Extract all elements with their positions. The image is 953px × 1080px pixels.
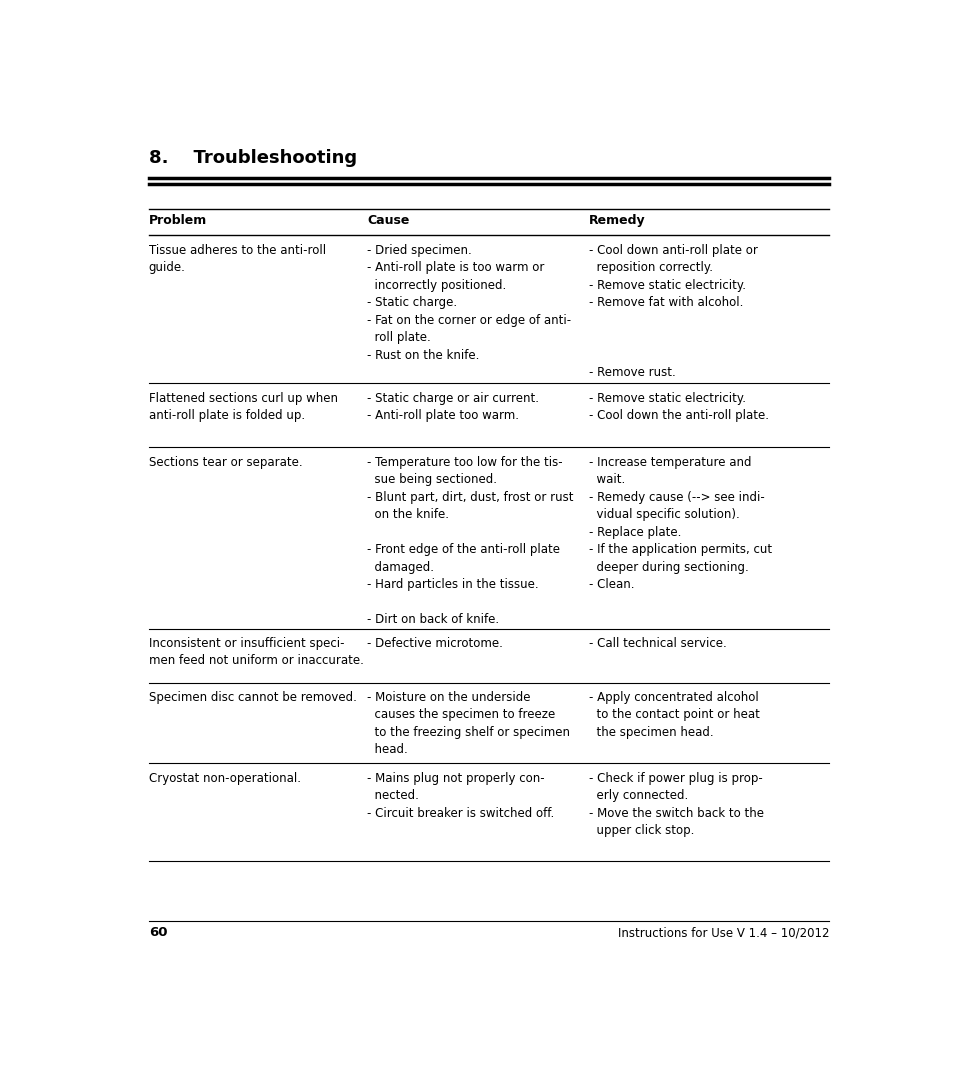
Text: - Increase temperature and
  wait.
- Remedy cause (--> see indi-
  vidual specif: - Increase temperature and wait. - Remed…: [588, 456, 771, 591]
Text: - Defective microtome.: - Defective microtome.: [367, 637, 502, 650]
Text: Cause: Cause: [367, 214, 409, 227]
Text: - Remove static electricity.
- Cool down the anti-roll plate.: - Remove static electricity. - Cool down…: [588, 392, 768, 422]
Text: 8.    Troubleshooting: 8. Troubleshooting: [149, 149, 356, 167]
Text: Flattened sections curl up when
anti-roll plate is folded up.: Flattened sections curl up when anti-rol…: [149, 392, 337, 422]
Text: - Dried specimen.
- Anti-roll plate is too warm or
  incorrectly positioned.
- S: - Dried specimen. - Anti-roll plate is t…: [367, 243, 571, 362]
Text: Remedy: Remedy: [588, 214, 644, 227]
Text: Inconsistent or insufficient speci-
men feed not uniform or inaccurate.: Inconsistent or insufficient speci- men …: [149, 637, 363, 667]
Text: Sections tear or separate.: Sections tear or separate.: [149, 456, 302, 469]
Text: - Static charge or air current.
- Anti-roll plate too warm.: - Static charge or air current. - Anti-r…: [367, 392, 538, 422]
Text: - Mains plug not properly con-
  nected.
- Circuit breaker is switched off.: - Mains plug not properly con- nected. -…: [367, 771, 554, 820]
Text: Instructions for Use V 1.4 – 10/2012: Instructions for Use V 1.4 – 10/2012: [617, 927, 828, 940]
Text: - Cool down anti-roll plate or
  reposition correctly.
- Remove static electrici: - Cool down anti-roll plate or repositio…: [588, 243, 757, 379]
Text: Problem: Problem: [149, 214, 207, 227]
Text: - Apply concentrated alcohol
  to the contact point or heat
  the specimen head.: - Apply concentrated alcohol to the cont…: [588, 691, 759, 739]
Text: - Check if power plug is prop-
  erly connected.
- Move the switch back to the
 : - Check if power plug is prop- erly conn…: [588, 771, 763, 837]
Text: - Temperature too low for the tis-
  sue being sectioned.
- Blunt part, dirt, du: - Temperature too low for the tis- sue b…: [367, 456, 573, 626]
Text: 60: 60: [149, 927, 167, 940]
Text: Specimen disc cannot be removed.: Specimen disc cannot be removed.: [149, 691, 356, 704]
Text: - Call technical service.: - Call technical service.: [588, 637, 726, 650]
Text: - Moisture on the underside
  causes the specimen to freeze
  to the freezing sh: - Moisture on the underside causes the s…: [367, 691, 569, 756]
Text: Tissue adheres to the anti-roll
guide.: Tissue adheres to the anti-roll guide.: [149, 243, 326, 274]
Text: Cryostat non-operational.: Cryostat non-operational.: [149, 771, 300, 784]
